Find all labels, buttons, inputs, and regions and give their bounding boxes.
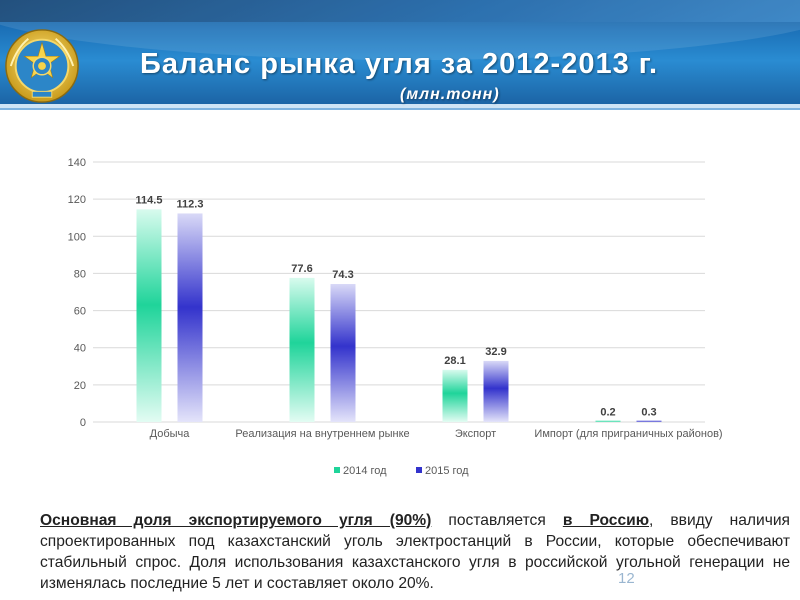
y-axis-ticks: 0 20 40 60 80 100 120 140 <box>68 157 86 429</box>
banner-top-band <box>0 0 800 22</box>
y-tick-label: 40 <box>74 343 86 355</box>
body-text-part: поставляется <box>431 512 563 529</box>
data-label: 32.9 <box>485 346 506 358</box>
x-tick-label: Экспорт <box>455 428 496 440</box>
y-tick-label: 120 <box>68 194 86 206</box>
bar-chart: 0 20 40 60 80 100 120 140 114.5 112.3 77.6 74.3 28.… <box>68 157 723 477</box>
legend-label: 2015 год <box>425 465 469 477</box>
banner-stripe <box>0 104 800 108</box>
bar-2014 <box>289 277 315 422</box>
x-tick-label: Импорт (для приграничных районов) <box>534 428 722 440</box>
y-tick-label: 100 <box>68 231 86 243</box>
y-tick-label: 0 <box>80 417 86 429</box>
data-label: 77.6 <box>291 263 312 275</box>
bar-2015 <box>177 213 203 422</box>
data-label: 112.3 <box>177 198 204 210</box>
data-label: 74.3 <box>332 269 353 281</box>
data-label: 114.5 <box>136 194 163 206</box>
legend-label: 2014 год <box>343 465 387 477</box>
page-number: 12 <box>618 570 635 587</box>
bar-2015 <box>636 420 662 422</box>
legend: 2014 год 2015 год <box>334 465 469 477</box>
slide-title: Баланс рынка угля за 2012-2013 г. <box>140 48 658 80</box>
bars <box>136 209 662 422</box>
bar-2015 <box>330 284 356 422</box>
banner-stripe-thin <box>0 108 800 110</box>
russia-text: в Россию <box>562 512 650 529</box>
data-label: 0.2 <box>600 407 615 419</box>
legend-swatch <box>416 467 422 473</box>
bar-2014 <box>442 369 468 422</box>
bar-2015 <box>483 360 509 422</box>
y-tick-label: 140 <box>68 157 86 169</box>
bar-2014 <box>136 209 162 422</box>
emblem-icon <box>5 29 79 103</box>
main-share-text: Основная доля экспортируемого угля (90%) <box>40 512 432 529</box>
y-tick-label: 60 <box>74 306 86 318</box>
data-labels: 114.5 112.3 77.6 74.3 28.1 32.9 0.2 0.3 <box>136 194 657 418</box>
x-tick-label: Добыча <box>150 428 191 440</box>
slide-subtitle: (млн.тонн) <box>400 86 500 103</box>
data-label: 0.3 <box>641 406 656 418</box>
legend-swatch <box>334 467 340 473</box>
x-axis-ticks: Добыча Реализация на внутреннем рынке Эксп… <box>150 428 723 440</box>
bar-2014 <box>595 420 621 422</box>
body-text-rest: , ввиду наличия спроектированных под каз… <box>40 512 790 592</box>
data-label: 28.1 <box>444 355 465 367</box>
x-tick-label: Реализация на внутреннем рынке <box>235 428 409 440</box>
description-paragraph: Основная доля экспортируемого угля (90%)… <box>40 510 790 594</box>
title-banner: Баланс рынка угля за 2012-2013 г. (млн.т… <box>0 0 800 110</box>
y-tick-label: 20 <box>74 380 86 392</box>
y-tick-label: 80 <box>74 268 86 280</box>
